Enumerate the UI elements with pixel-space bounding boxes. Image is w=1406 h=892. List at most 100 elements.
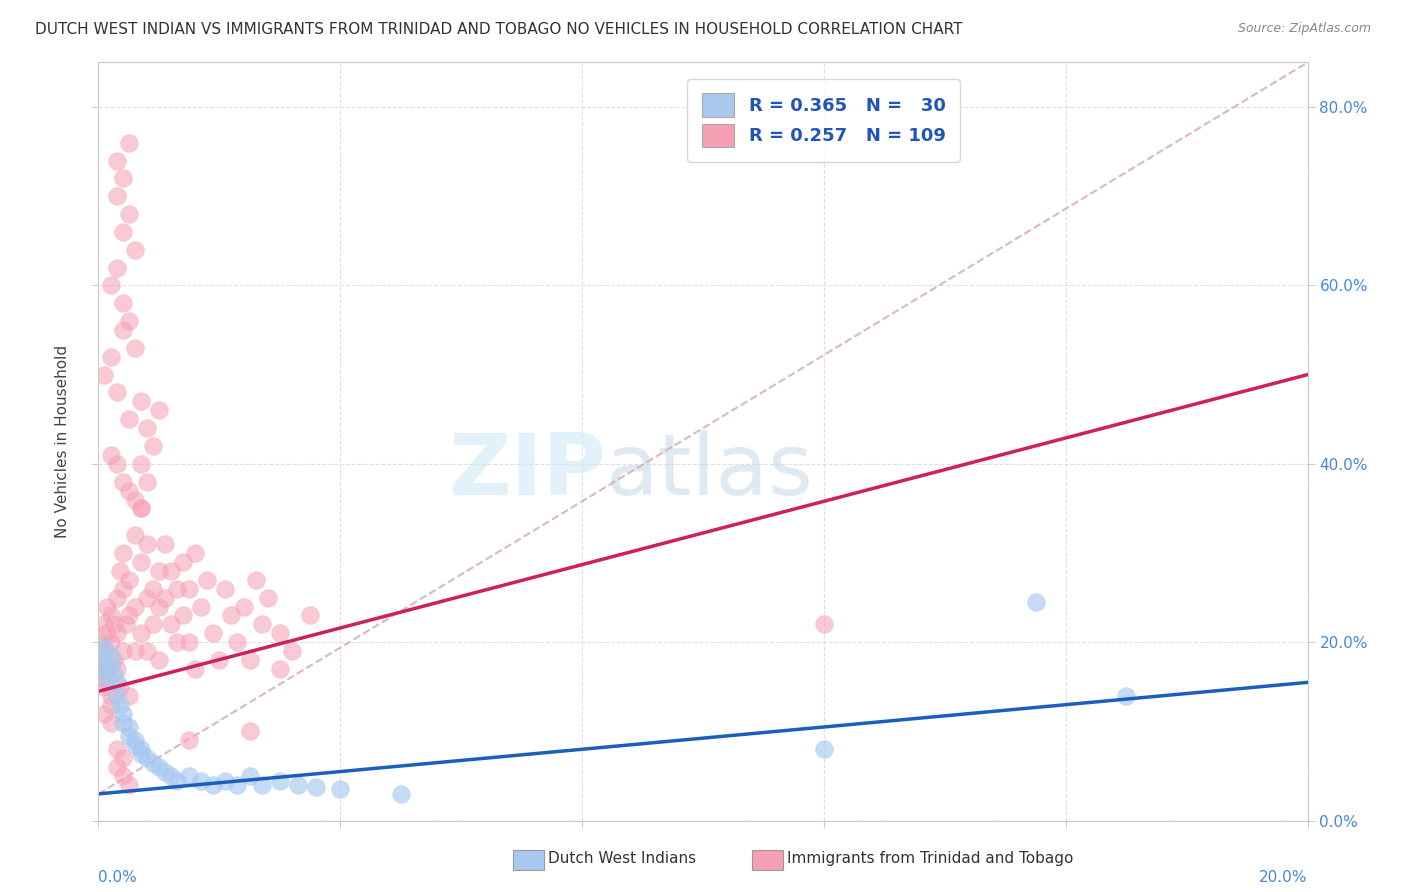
Point xyxy=(118,608,141,623)
Point xyxy=(184,662,207,676)
Point xyxy=(142,756,165,770)
Point xyxy=(124,243,146,257)
Point xyxy=(124,733,146,747)
Point xyxy=(153,764,176,779)
Point xyxy=(96,662,118,676)
Point xyxy=(103,617,125,632)
Point xyxy=(179,733,201,747)
Point xyxy=(148,653,170,667)
Point xyxy=(129,457,152,471)
Point xyxy=(91,657,114,672)
Point xyxy=(105,675,128,690)
Point xyxy=(129,742,152,756)
Point xyxy=(111,296,134,310)
Point xyxy=(287,778,309,792)
Point xyxy=(202,626,225,640)
Point xyxy=(153,537,176,551)
Point xyxy=(105,189,128,203)
Point xyxy=(118,483,141,498)
Point xyxy=(195,573,218,587)
Point xyxy=(239,724,262,739)
Point xyxy=(179,582,201,596)
Point xyxy=(96,671,118,685)
Point xyxy=(114,617,136,632)
Point xyxy=(105,153,128,168)
Point xyxy=(93,671,115,685)
Point xyxy=(256,591,278,605)
Point xyxy=(108,698,131,712)
Point xyxy=(153,591,176,605)
Point xyxy=(148,760,170,774)
Point xyxy=(105,626,128,640)
Point xyxy=(111,751,134,765)
Point xyxy=(184,546,207,560)
Point xyxy=(100,715,122,730)
Point xyxy=(226,778,249,792)
Point xyxy=(93,617,115,632)
Point xyxy=(91,653,114,667)
Point xyxy=(135,475,157,489)
Point xyxy=(232,599,254,614)
Point xyxy=(118,207,141,221)
Point xyxy=(221,608,243,623)
Point xyxy=(269,662,291,676)
Point xyxy=(90,644,112,658)
Legend: R = 0.365   N =   30, R = 0.257   N = 109: R = 0.365 N = 30, R = 0.257 N = 109 xyxy=(688,79,960,161)
Point xyxy=(93,680,115,694)
Point xyxy=(245,573,267,587)
Point xyxy=(100,689,122,703)
Point xyxy=(111,546,134,560)
Point xyxy=(103,653,125,667)
Point xyxy=(172,608,194,623)
Point xyxy=(93,706,115,721)
Point xyxy=(118,412,141,426)
Text: ZIP: ZIP xyxy=(449,430,606,514)
Point xyxy=(389,787,412,801)
Text: Immigrants from Trinidad and Tobago: Immigrants from Trinidad and Tobago xyxy=(787,851,1074,865)
Point xyxy=(93,640,115,654)
Point xyxy=(142,582,165,596)
Point xyxy=(105,760,128,774)
Point xyxy=(105,591,128,605)
Point xyxy=(100,350,122,364)
Point xyxy=(190,773,212,788)
Point xyxy=(124,738,146,752)
Point xyxy=(124,492,146,507)
Point xyxy=(111,706,134,721)
Text: Dutch West Indians: Dutch West Indians xyxy=(548,851,696,865)
Point xyxy=(118,573,141,587)
Point xyxy=(148,403,170,417)
Point xyxy=(166,773,188,788)
Point xyxy=(124,644,146,658)
Point xyxy=(1115,689,1137,703)
Point xyxy=(239,653,262,667)
Point xyxy=(111,644,134,658)
Point xyxy=(269,626,291,640)
Point xyxy=(214,582,236,596)
Point xyxy=(160,617,183,632)
Point xyxy=(111,171,134,186)
Point xyxy=(129,747,152,761)
Point xyxy=(142,439,165,453)
Point xyxy=(129,555,152,569)
Point xyxy=(813,742,835,756)
Point xyxy=(190,599,212,614)
Point xyxy=(105,662,128,676)
Point xyxy=(118,778,141,792)
Point xyxy=(214,773,236,788)
Point xyxy=(111,582,134,596)
Point xyxy=(135,591,157,605)
Point xyxy=(305,780,328,794)
Point xyxy=(118,136,141,150)
Point xyxy=(166,582,188,596)
Text: DUTCH WEST INDIAN VS IMMIGRANTS FROM TRINIDAD AND TOBAGO NO VEHICLES IN HOUSEHOL: DUTCH WEST INDIAN VS IMMIGRANTS FROM TRI… xyxy=(35,22,963,37)
Point xyxy=(281,644,304,658)
Point xyxy=(100,657,122,672)
Point xyxy=(250,617,273,632)
Point xyxy=(118,729,141,743)
Point xyxy=(202,778,225,792)
Point xyxy=(111,323,134,337)
Point xyxy=(105,457,128,471)
Point xyxy=(1024,595,1046,609)
Point xyxy=(89,653,111,667)
